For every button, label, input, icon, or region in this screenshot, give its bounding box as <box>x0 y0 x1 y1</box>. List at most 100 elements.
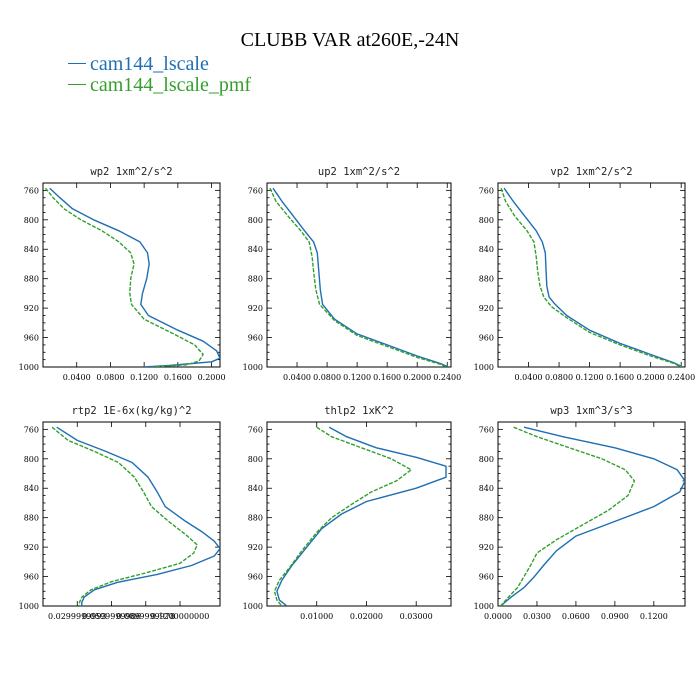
legend-line-swatch <box>68 62 86 64</box>
x-tick-label: 0.2400 <box>667 373 695 382</box>
series-line-cam144-lscale-pmf <box>500 187 682 367</box>
plot-frame <box>42 182 221 368</box>
x-tick-label: 0.0800 <box>545 373 573 382</box>
y-tick-label: 840 <box>24 245 39 254</box>
x-tick-label: 0.2000 <box>403 373 431 382</box>
plot-panel: up2 1xm^2/s^2 760 800 840 880 920 960 1000 0.040… <box>243 166 462 382</box>
y-tick-label: 1000 <box>19 602 39 611</box>
x-tick-label: 0.1600 <box>606 373 634 382</box>
x-tick-label: 0.1200 <box>640 612 668 621</box>
x-tick-label: 0.1600 <box>164 373 192 382</box>
x-tick-label: 0.0000 <box>484 612 512 621</box>
x-tick-label: 0.03000 <box>400 612 433 621</box>
legend-label: cam144_lscale <box>90 53 209 75</box>
plot-frame <box>42 421 221 607</box>
y-tick-label: 800 <box>479 216 494 225</box>
plot-frame <box>497 421 686 607</box>
series-line-cam144-lscale <box>56 426 220 606</box>
y-tick-label: 840 <box>479 245 494 254</box>
series-line-cam144-lscale <box>272 187 449 367</box>
y-tick-label: 760 <box>248 425 263 434</box>
y-tick-label: 960 <box>479 334 494 343</box>
y-tick-label: 760 <box>24 425 39 434</box>
legend-item-cam144-lscale: cam144_lscale <box>68 53 209 75</box>
y-tick-label: 760 <box>24 186 39 195</box>
x-tick-label: 0.1200 <box>343 373 371 382</box>
legend-item-cam144-lscale-pmf: cam144_lscale_pmf <box>68 74 251 96</box>
series-line-cam144-lscale <box>503 187 684 367</box>
x-tick-label: 0.1600 <box>373 373 401 382</box>
plot-panel: wp2 1xm^2/s^2 760 800 840 880 920 960 1000 0.040… <box>19 166 226 382</box>
y-tick-label: 800 <box>248 216 263 225</box>
x-tick-label: 0.1200 <box>576 373 604 382</box>
y-tick-label: 1000 <box>243 363 263 372</box>
y-tick-label: 840 <box>479 484 494 493</box>
y-tick-label: 920 <box>24 304 39 313</box>
x-tick-label: 0.0400 <box>63 373 91 382</box>
series-line-cam144-lscale-pmf <box>44 187 204 367</box>
panel-title: vp2 1xm^2/s^2 <box>550 166 632 178</box>
y-tick-label: 960 <box>248 573 263 582</box>
y-tick-label: 880 <box>24 275 39 284</box>
y-tick-label: 920 <box>248 304 263 313</box>
panel-title: wp2 1xm^2/s^2 <box>90 166 172 178</box>
x-tick-label: 0.0300 <box>523 612 551 621</box>
y-tick-label: 880 <box>248 514 263 523</box>
y-tick-label: 840 <box>248 245 263 254</box>
y-tick-label: 880 <box>479 514 494 523</box>
y-tick-label: 760 <box>248 186 263 195</box>
panel-title: thlp2 1xK^2 <box>324 405 394 417</box>
y-tick-label: 1000 <box>243 602 263 611</box>
x-tick-label: 0.0899999978 <box>117 612 176 621</box>
x-tick-label: 0.0599999986 <box>82 612 141 621</box>
plot-panel: rtp2 1E-6x(kg/kg)^2 760 800 840 880 920 960 100… <box>19 405 221 621</box>
y-tick-label: 960 <box>248 334 263 343</box>
y-tick-label: 920 <box>479 543 494 552</box>
y-tick-label: 1000 <box>474 363 494 372</box>
x-tick-label: 0.0400 <box>283 373 311 382</box>
y-tick-label: 800 <box>24 455 39 464</box>
y-tick-label: 920 <box>248 543 263 552</box>
y-tick-label: 840 <box>24 484 39 493</box>
legend-line-swatch <box>68 83 86 85</box>
plot-frame <box>497 182 686 368</box>
x-tick-label: 0.2000 <box>198 373 226 382</box>
series-line-cam144-lscale-pmf <box>273 426 412 606</box>
x-tick-label: 0.2400 <box>433 373 461 382</box>
plot-frame <box>266 182 452 368</box>
series-line-cam144-lscale <box>500 426 685 606</box>
x-tick-label: 0.0400 <box>515 373 543 382</box>
chart-title: CLUBB VAR at260E,-24N <box>240 29 460 51</box>
x-tick-label: 0.2000 <box>637 373 665 382</box>
x-tick-label: 0.0800 <box>313 373 341 382</box>
y-tick-label: 800 <box>24 216 39 225</box>
y-tick-label: 840 <box>248 484 263 493</box>
x-tick-label: 0.0800 <box>96 373 124 382</box>
y-tick-label: 880 <box>479 275 494 284</box>
y-tick-label: 880 <box>24 514 39 523</box>
y-tick-label: 880 <box>248 275 263 284</box>
x-tick-label: 0.0900 <box>601 612 629 621</box>
series-line-cam144-lscale-pmf <box>269 187 448 367</box>
y-tick-label: 760 <box>479 186 494 195</box>
x-tick-label: 0.1200 <box>130 373 158 382</box>
series-line-cam144-lscale <box>49 187 220 367</box>
series-line-cam144-lscale-pmf <box>500 426 636 606</box>
plot-panel: wp3 1xm^3/s^3 760 800 840 880 920 960 10000.000… <box>474 405 686 621</box>
legend-label: cam144_lscale_pmf <box>90 74 252 96</box>
x-tick-label: 0.0600 <box>562 612 590 621</box>
y-tick-label: 920 <box>479 304 494 313</box>
panel-title: rtp2 1E-6x(kg/kg)^2 <box>71 405 191 417</box>
panel-title: wp3 1xm^3/s^3 <box>550 405 632 417</box>
y-tick-label: 1000 <box>19 363 39 372</box>
y-tick-label: 1000 <box>474 602 494 611</box>
x-tick-label: 0.02000 <box>350 612 383 621</box>
series-line-cam144-lscale <box>276 426 447 606</box>
plot-panel: thlp2 1xK^2 760 800 840 880 920 960 1000 0.01000… <box>243 405 452 621</box>
x-tick-label: 0.1200000000 <box>151 612 210 621</box>
y-tick-label: 960 <box>24 573 39 582</box>
y-tick-label: 960 <box>24 334 39 343</box>
y-tick-label: 960 <box>479 573 494 582</box>
y-tick-label: 800 <box>248 455 263 464</box>
plot-panel: vp2 1xm^2/s^2 760 800 840 880 920 960 1000 0.040… <box>474 166 696 382</box>
